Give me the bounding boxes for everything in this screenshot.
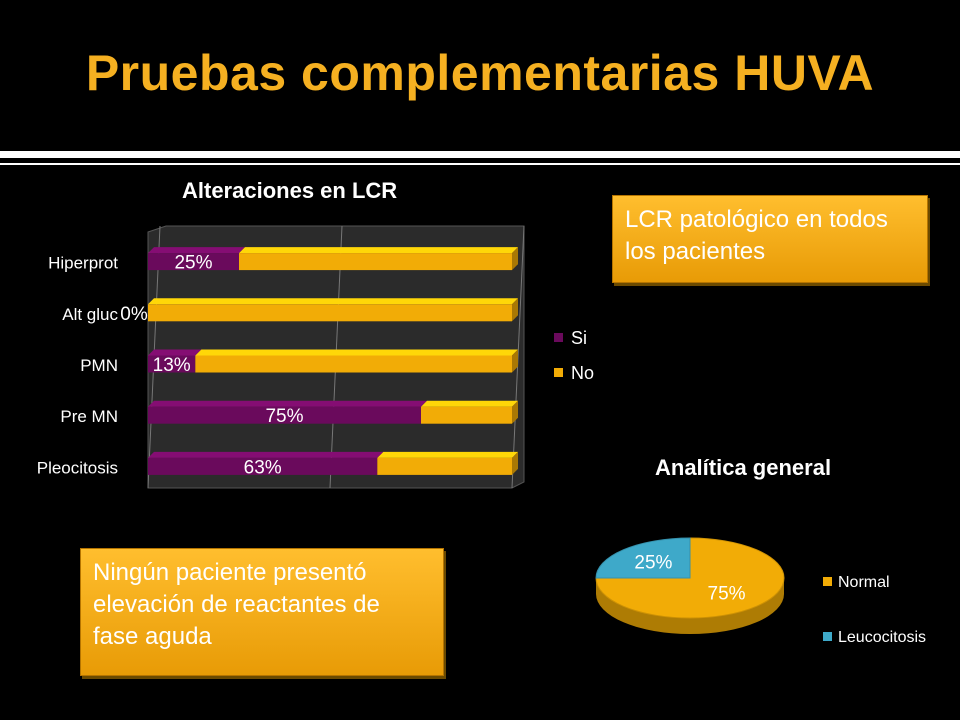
bar-no-hiperprot: [239, 247, 518, 271]
legend-swatch-si: [554, 333, 563, 342]
tick-label-pmn: PMN: [80, 356, 118, 375]
bar-no-alt-gluc: [148, 298, 518, 322]
callout-lcr: LCR patológico en todos los pacientes: [612, 195, 928, 283]
bar-chart-title: Alteraciones en LCR: [182, 178, 398, 203]
title-divider-thin: [0, 163, 960, 165]
tick-label-pleocitosis: Pleocitosis: [37, 458, 118, 477]
bar-no-pmn: [195, 349, 518, 373]
bar-no-pre-mn: [421, 400, 518, 424]
callout-reactantes: Ningún paciente presentó elevación de re…: [80, 548, 444, 676]
legend-swatch-no: [554, 368, 563, 377]
data-label-alt-gluc: 0%: [120, 304, 148, 325]
title-divider: [0, 151, 960, 158]
legend-label-si: Si: [571, 328, 587, 348]
legend-label-no: No: [571, 363, 594, 383]
data-label-pmn: 13%: [153, 355, 191, 376]
slide-title: Pruebas complementarias HUVA: [85, 45, 875, 101]
data-label-pleocitosis: 63%: [244, 457, 282, 478]
tick-label-hiperprot: Hiperprot: [48, 254, 118, 273]
bar-si-pleocitosis: [148, 451, 384, 475]
pie-chart-title: Analítica general: [655, 455, 832, 480]
tick-label-alt-gluc: Alt gluc: [62, 305, 118, 324]
data-label-hiperprot: 25%: [174, 253, 212, 274]
bar-si-hiperprot: [148, 247, 245, 271]
tick-label-pre-mn: Pre MN: [60, 407, 118, 426]
bar-no-pleocitosis: [377, 451, 518, 475]
data-label-pre-mn: 75%: [265, 406, 303, 427]
